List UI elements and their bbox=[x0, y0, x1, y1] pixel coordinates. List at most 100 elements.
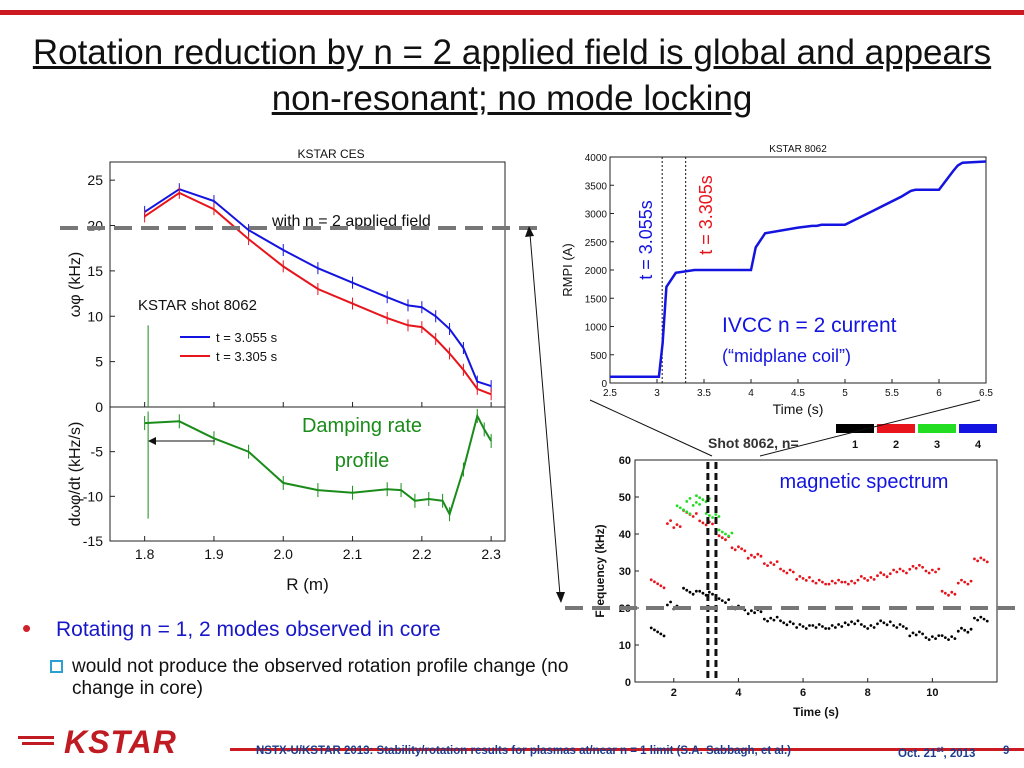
y-tick-label: -5 bbox=[91, 444, 104, 460]
spectrum-point-3 bbox=[688, 512, 692, 516]
spectrum-point-1 bbox=[798, 623, 802, 626]
spectrum-legend-swatch bbox=[877, 424, 915, 433]
spectrum-point-2 bbox=[656, 582, 660, 586]
spectrum-point-1 bbox=[921, 632, 924, 636]
spectrum-point-1 bbox=[973, 616, 976, 620]
spectrum-point-2 bbox=[921, 565, 924, 569]
spectrum-point-2 bbox=[801, 577, 805, 580]
spectrum-point-1 bbox=[985, 619, 989, 623]
logo-stripes-icon bbox=[18, 736, 54, 745]
spectrum-point-1 bbox=[775, 615, 779, 619]
spectrum-point-2 bbox=[850, 579, 853, 583]
spectrum-point-2 bbox=[775, 560, 779, 563]
spectrum-point-2 bbox=[675, 523, 679, 526]
spectrum-point-1 bbox=[720, 599, 724, 602]
x-tick-label: 6 bbox=[800, 687, 806, 699]
spectrum-legend-label: 2 bbox=[893, 439, 899, 451]
spectrum-point-1 bbox=[656, 630, 660, 634]
spectrum-point-1 bbox=[885, 623, 889, 627]
spectrum-point-2 bbox=[711, 522, 714, 526]
spectrum-point-1 bbox=[856, 619, 860, 623]
arrow-head-icon bbox=[525, 226, 534, 237]
spectrum-point-2 bbox=[979, 556, 983, 560]
spectrum-point-2 bbox=[737, 545, 740, 549]
page-number: 9 bbox=[1003, 745, 1010, 757]
y-tick-label: 4000 bbox=[585, 153, 608, 164]
spectrum-legend-swatch bbox=[918, 424, 956, 433]
spectrum-point-1 bbox=[688, 590, 692, 594]
spectrum-point-1 bbox=[966, 630, 970, 634]
spectrum-point-1 bbox=[911, 631, 915, 635]
spectrum-point-1 bbox=[940, 634, 944, 637]
spectrum-point-1 bbox=[791, 622, 795, 626]
spectrum-point-2 bbox=[937, 567, 941, 571]
y-tick-label: 40 bbox=[619, 529, 631, 541]
spectrum-point-1 bbox=[749, 609, 753, 613]
spectrum-point-1 bbox=[653, 628, 656, 632]
damping-plot-frame bbox=[109, 406, 506, 542]
spectrum-point-2 bbox=[782, 569, 786, 573]
spectrum-point-1 bbox=[711, 592, 714, 596]
spectrum-point-1 bbox=[924, 636, 928, 639]
spectrum-point-1 bbox=[821, 625, 824, 628]
spectrum-point-1 bbox=[950, 635, 954, 638]
spectrum-point-1 bbox=[837, 623, 840, 626]
spectrum-point-2 bbox=[885, 575, 889, 579]
spectrum-x-label: Time (s) bbox=[793, 705, 839, 719]
spectrum-point-2 bbox=[833, 581, 837, 585]
spectrum-point-2 bbox=[669, 519, 672, 522]
x-tick-label: 2.2 bbox=[412, 546, 432, 562]
spectrum-point-2 bbox=[653, 580, 656, 584]
spectrum-point-1 bbox=[762, 617, 766, 621]
spectrum-point-2 bbox=[879, 571, 883, 575]
spectrum-point-1 bbox=[934, 637, 937, 640]
spectrum-point-1 bbox=[850, 620, 853, 624]
spectrum-point-2 bbox=[901, 569, 905, 573]
x-tick-label: 2.1 bbox=[343, 546, 363, 562]
spectrum-point-1 bbox=[846, 623, 850, 627]
spectrum-point-1 bbox=[665, 603, 669, 607]
y-tick-label: -10 bbox=[83, 488, 103, 504]
spectrum-point-1 bbox=[766, 619, 769, 623]
spectrum-point-1 bbox=[882, 621, 886, 625]
spectrum-point-3 bbox=[698, 503, 701, 506]
spectrum-point-1 bbox=[746, 612, 750, 616]
arrow-head-icon bbox=[556, 592, 565, 603]
damping-y-label: dωφ/dt (kHz/s) bbox=[67, 422, 84, 527]
slide-title: Rotation reduction by n = 2 applied fiel… bbox=[32, 33, 992, 118]
x-tick-label: 3.5 bbox=[697, 388, 711, 399]
spectrum-point-1 bbox=[892, 624, 896, 627]
spectrum-point-1 bbox=[804, 627, 808, 630]
spectrum-point-1 bbox=[782, 621, 786, 625]
spectrum-legend-label: 3 bbox=[934, 439, 940, 451]
spectrum-point-1 bbox=[937, 634, 941, 637]
spectrum-point-2 bbox=[911, 564, 915, 568]
spectrum-point-1 bbox=[724, 601, 727, 604]
spectrum-point-2 bbox=[691, 515, 695, 518]
spectrum-point-1 bbox=[814, 626, 818, 629]
spectrum-point-2 bbox=[908, 567, 912, 571]
spectrum-point-2 bbox=[947, 593, 950, 597]
x-tick-label: 5 bbox=[842, 388, 848, 399]
spectrum-point-1 bbox=[840, 625, 844, 628]
y-tick-label: 20 bbox=[87, 218, 103, 234]
spectrum-point-1 bbox=[785, 623, 789, 627]
y-tick-label: 500 bbox=[590, 351, 607, 362]
spectrum-point-1 bbox=[908, 634, 912, 638]
spectrum-point-1 bbox=[811, 624, 815, 627]
spectrum-point-2 bbox=[950, 590, 954, 594]
spectrum-point-3 bbox=[695, 494, 698, 498]
spectrum-point-1 bbox=[772, 618, 776, 622]
x-tick-label: 4 bbox=[748, 388, 754, 399]
rmpi-x-label: Time (s) bbox=[773, 401, 824, 417]
spectrum-point-1 bbox=[901, 625, 905, 628]
spectrum-point-2 bbox=[985, 560, 989, 564]
y-tick-label: 0 bbox=[601, 379, 607, 390]
spectrum-point-2 bbox=[762, 562, 766, 565]
spectrum-point-2 bbox=[895, 570, 899, 574]
annotation-ivcc: IVCC n = 2 current bbox=[722, 314, 897, 337]
spectrum-point-1 bbox=[982, 617, 986, 621]
rotation-y-label: ωφ (kHz) bbox=[67, 252, 84, 318]
spectrum-point-1 bbox=[659, 632, 663, 636]
spectrum-legend-swatch bbox=[836, 424, 874, 433]
